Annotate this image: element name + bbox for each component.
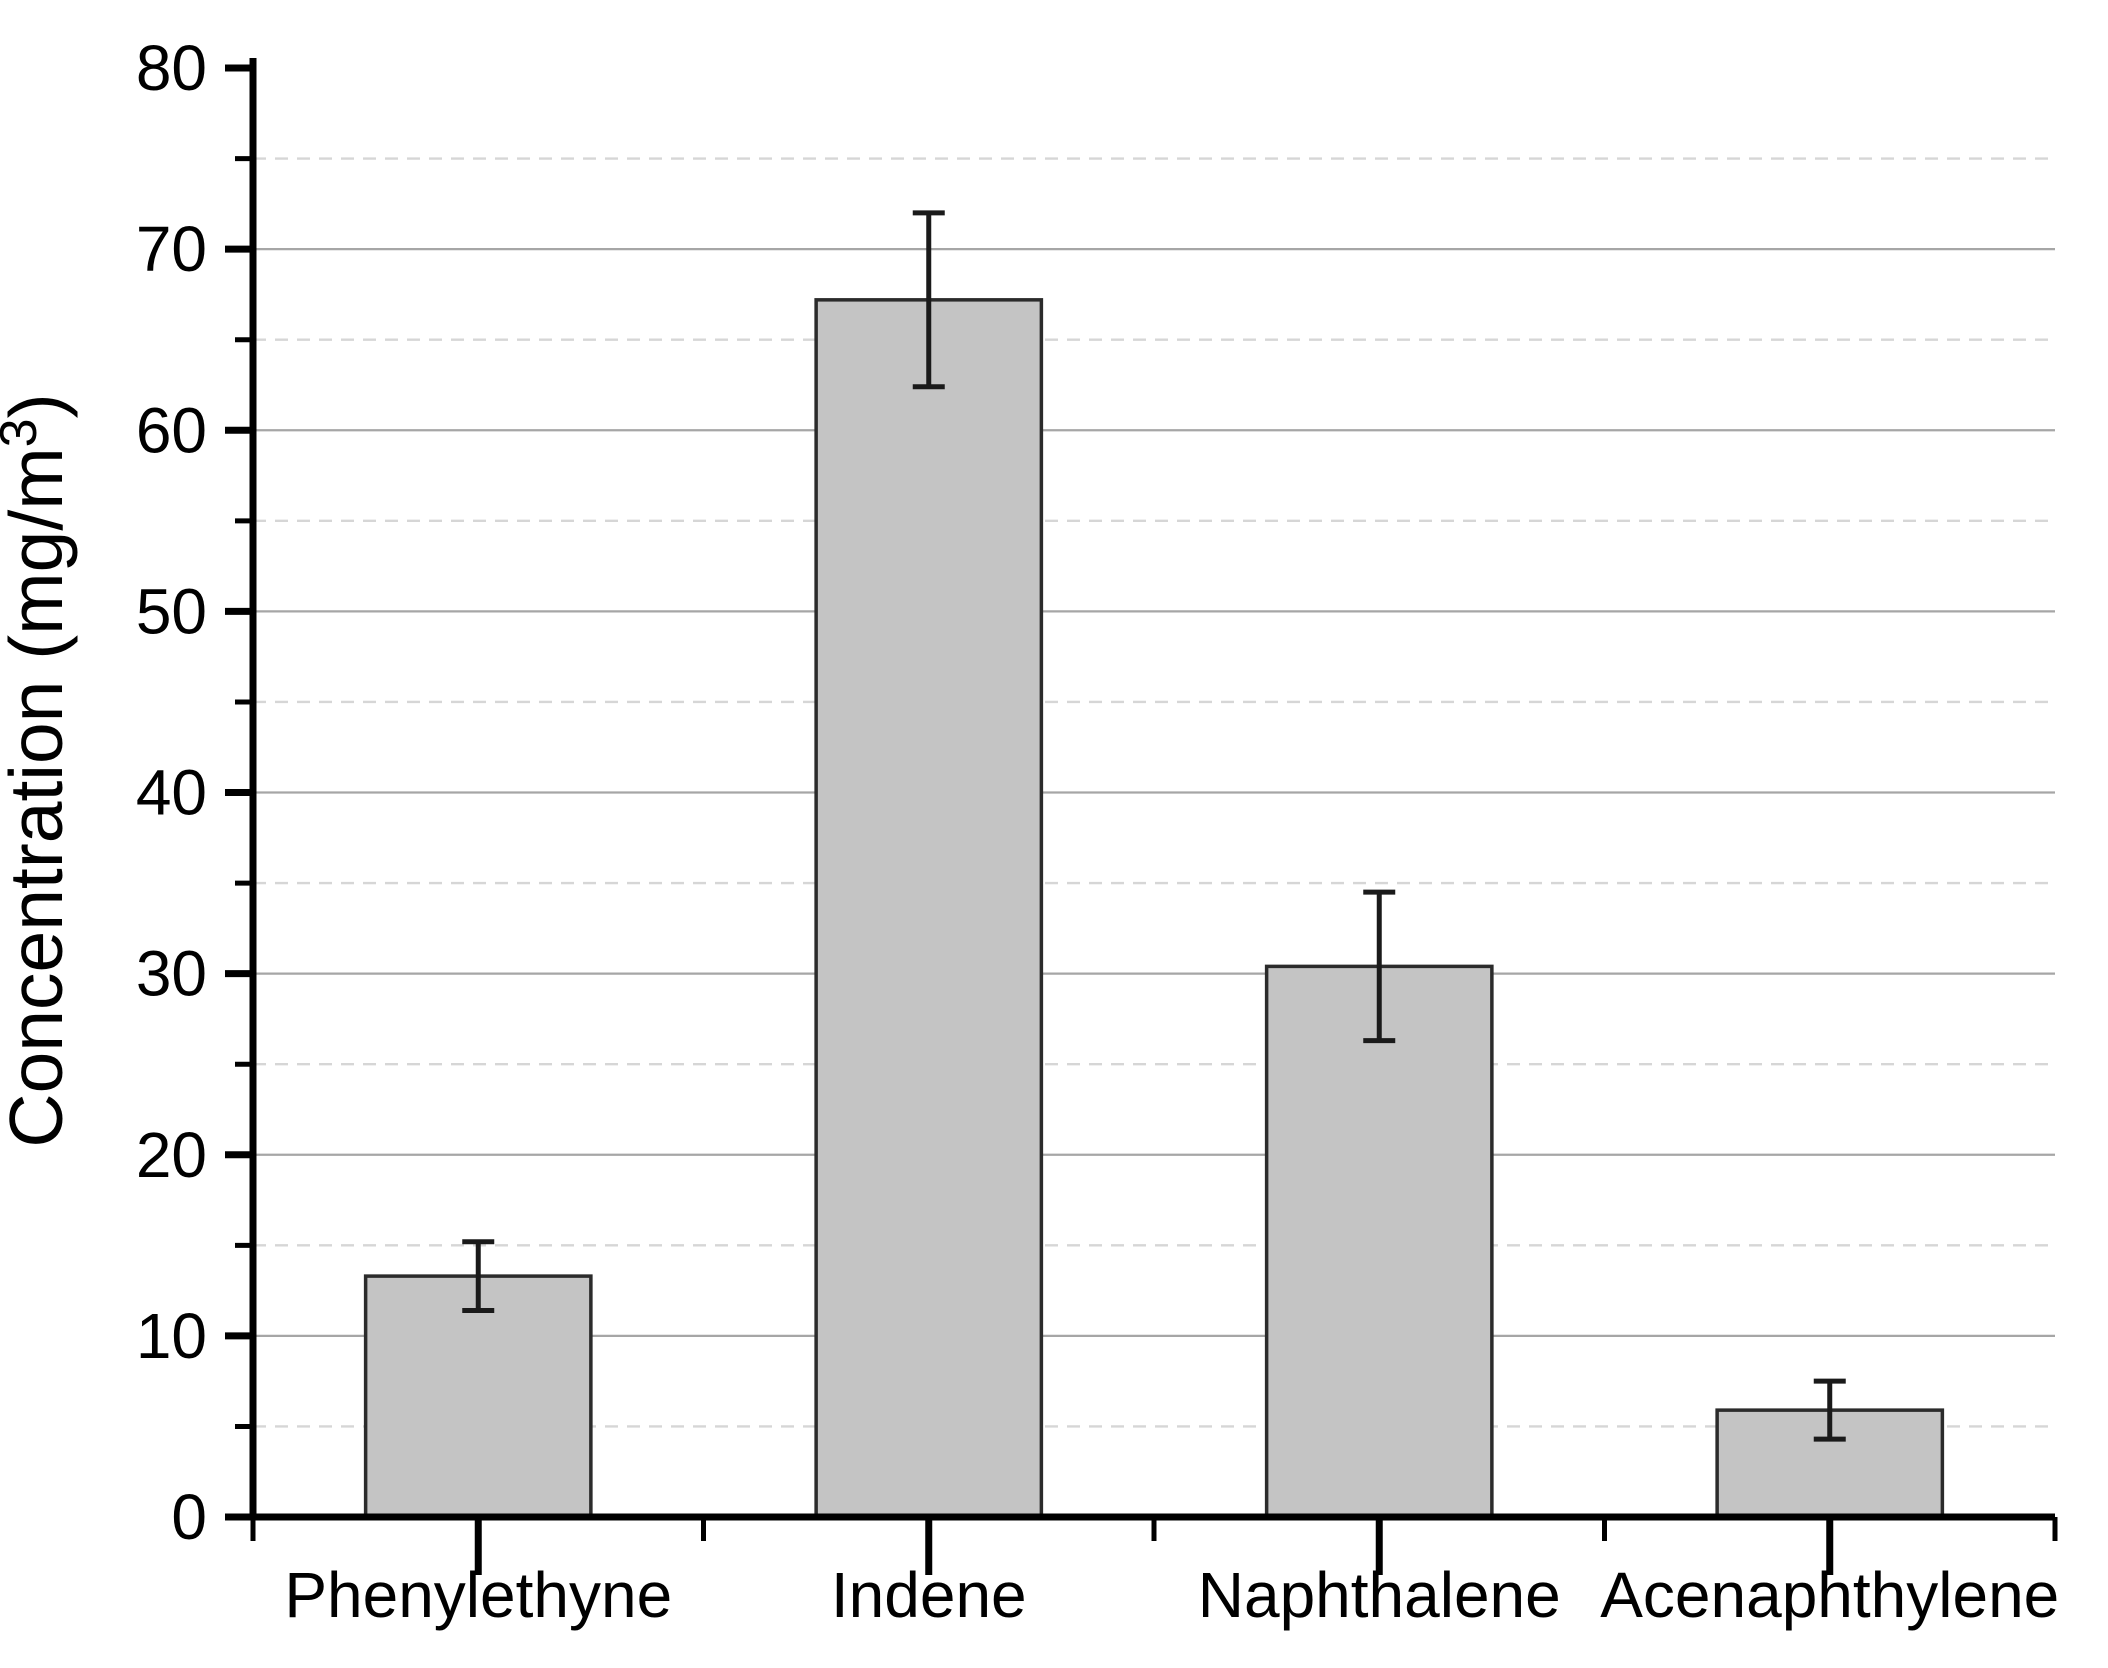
y-tick-label: 10: [136, 1300, 207, 1372]
y-tick-label: 70: [136, 213, 207, 285]
x-category-label: Naphthalene: [1198, 1559, 1561, 1631]
y-tick-label: 30: [136, 938, 207, 1010]
x-category-label: Indene: [831, 1559, 1027, 1631]
y-tick-label: 60: [136, 394, 207, 466]
x-category-label: Acenaphthylene: [1600, 1559, 2059, 1631]
bar-indene: [814, 298, 1044, 1519]
y-tick-label: 80: [136, 32, 207, 104]
y-axis-title: Concentration (mg/m3): [0, 393, 78, 1147]
bar-naphthalene: [1264, 964, 1494, 1519]
x-category-label: Phenylethyne: [284, 1559, 672, 1631]
y-tick-label: 40: [136, 757, 207, 829]
y-tick-label: 0: [171, 1481, 207, 1553]
y-tick-label: 50: [136, 575, 207, 647]
y-tick-label: 20: [136, 1119, 207, 1191]
